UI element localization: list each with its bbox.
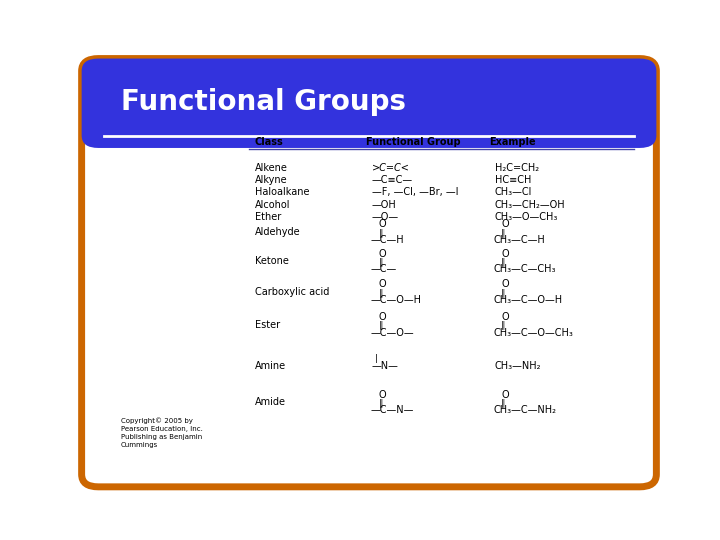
Text: CH₃—C—NH₂: CH₃—C—NH₂: [493, 406, 557, 415]
Text: O: O: [501, 219, 509, 230]
Text: |: |: [374, 354, 377, 363]
Text: ∥: ∥: [501, 257, 505, 266]
Text: Functional Groups: Functional Groups: [121, 88, 405, 116]
Text: Amide: Amide: [255, 397, 286, 407]
Text: Ether: Ether: [255, 212, 281, 221]
Text: O: O: [379, 279, 386, 289]
Text: —O—: —O—: [372, 212, 399, 221]
Text: —F, —Cl, —Br, —I: —F, —Cl, —Br, —I: [372, 187, 459, 198]
Text: ∥: ∥: [379, 288, 383, 297]
Text: O: O: [501, 312, 509, 322]
Text: O: O: [501, 279, 509, 289]
Text: —C—H: —C—H: [371, 235, 405, 245]
Text: —C≡C—: —C≡C—: [372, 176, 413, 185]
Text: O: O: [379, 248, 386, 259]
Text: O: O: [501, 248, 509, 259]
Text: Functional Group: Functional Group: [366, 137, 461, 147]
Text: Ketone: Ketone: [255, 256, 289, 266]
Text: Class: Class: [255, 137, 284, 147]
Text: CH₃—CH₂—OH: CH₃—CH₂—OH: [495, 199, 565, 210]
Text: Amine: Amine: [255, 361, 286, 372]
Text: CH₃—C—O—H: CH₃—C—O—H: [493, 295, 562, 305]
Text: HC≡CH: HC≡CH: [495, 176, 531, 185]
Text: CH₃—NH₂: CH₃—NH₂: [495, 361, 541, 372]
Text: O: O: [501, 389, 509, 400]
Text: —N—: —N—: [372, 361, 399, 372]
Text: CH₃—O—CH₃: CH₃—O—CH₃: [495, 212, 558, 221]
Text: Alcohol: Alcohol: [255, 199, 290, 210]
Text: CH₃—C—CH₃: CH₃—C—CH₃: [493, 265, 556, 274]
Text: Haloalkane: Haloalkane: [255, 187, 309, 198]
Text: Alkyne: Alkyne: [255, 176, 287, 185]
Text: H₂C=CH₂: H₂C=CH₂: [495, 163, 539, 173]
Text: ∥: ∥: [379, 257, 383, 266]
FancyBboxPatch shape: [81, 58, 657, 148]
Text: Carboxylic acid: Carboxylic acid: [255, 287, 329, 297]
Text: Ester: Ester: [255, 320, 280, 330]
Text: —OH: —OH: [372, 199, 397, 210]
Text: Example: Example: [489, 137, 536, 147]
Text: Aldehyde: Aldehyde: [255, 227, 300, 238]
Text: —C—O—: —C—O—: [371, 328, 414, 338]
Text: Alkene: Alkene: [255, 163, 287, 173]
Text: —C—: —C—: [371, 265, 397, 274]
Text: CH₃—C—H: CH₃—C—H: [493, 235, 545, 245]
Text: Copyright© 2005 by
Pearson Education, Inc.
Publishing as Benjamin
Cummings: Copyright© 2005 by Pearson Education, In…: [121, 417, 202, 448]
Text: O: O: [379, 219, 386, 230]
Text: ∥: ∥: [501, 320, 505, 329]
Text: —C—O—H: —C—O—H: [371, 295, 422, 305]
Text: —C—N—: —C—N—: [371, 406, 414, 415]
Text: ∥: ∥: [501, 398, 505, 407]
FancyBboxPatch shape: [81, 58, 657, 487]
Text: ∥: ∥: [379, 228, 383, 237]
Text: CH₃—Cl: CH₃—Cl: [495, 187, 532, 198]
Text: ∥: ∥: [501, 228, 505, 237]
Text: CH₃—C—O—CH₃: CH₃—C—O—CH₃: [493, 328, 573, 338]
Text: O: O: [379, 312, 386, 322]
Text: ∥: ∥: [379, 320, 383, 329]
Text: >C=C<: >C=C<: [372, 163, 410, 173]
Text: ∥: ∥: [379, 398, 383, 407]
Text: O: O: [379, 389, 386, 400]
Text: ∥: ∥: [501, 288, 505, 297]
Bar: [99, 111, 639, 136]
